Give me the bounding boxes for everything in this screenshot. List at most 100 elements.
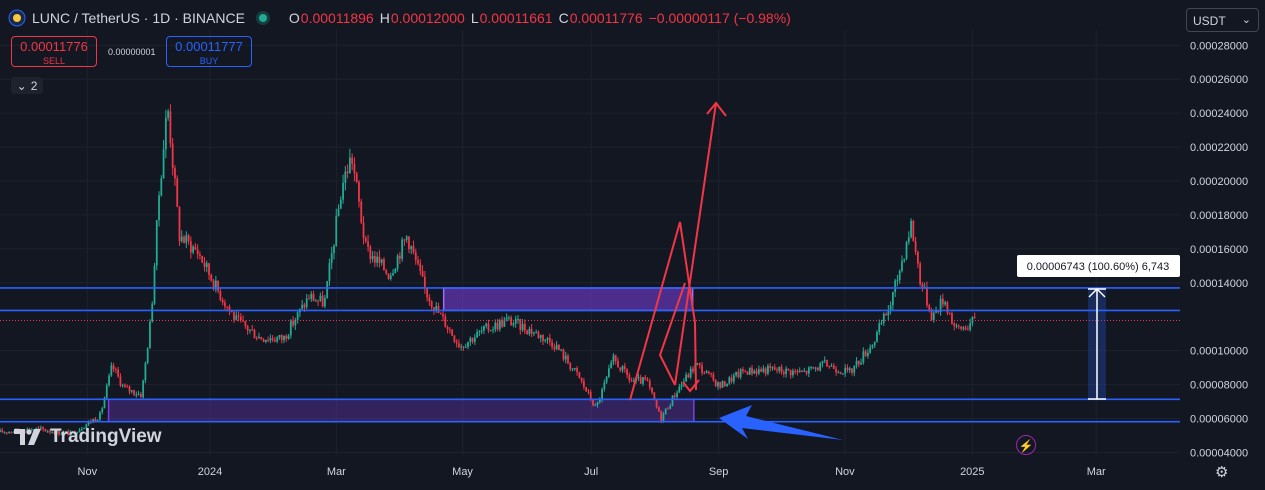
candle-body	[319, 295, 322, 301]
candle-body	[755, 370, 758, 374]
candle-body	[771, 367, 774, 369]
candle-body	[657, 407, 660, 412]
candle-body	[303, 304, 306, 308]
candle-body	[551, 341, 553, 348]
candle-body	[203, 262, 206, 268]
candle-body	[642, 377, 644, 384]
candle-body	[569, 363, 572, 370]
candle-body	[139, 393, 142, 398]
candle-body	[626, 368, 628, 375]
candle-body	[435, 306, 438, 311]
candle-body	[901, 260, 903, 271]
candle-body	[144, 362, 147, 381]
price-axis-bg	[1180, 0, 1265, 490]
candle-body	[444, 316, 447, 328]
candle-body	[380, 259, 383, 263]
candle-body	[939, 298, 942, 312]
candle-body	[0, 430, 1, 433]
zigzag-line[interactable]	[658, 282, 686, 386]
candle-body	[887, 310, 890, 316]
candle-body	[648, 380, 651, 388]
candle-body	[878, 323, 881, 333]
sell-label: SELL	[42, 56, 66, 66]
candle-body	[726, 383, 728, 387]
candle-body	[317, 300, 319, 302]
candle-body	[894, 280, 897, 292]
candle-body	[501, 320, 504, 327]
candle-body	[405, 236, 408, 240]
bearish-projection-line[interactable]	[629, 221, 697, 401]
candle-body	[798, 370, 801, 373]
candle-body	[294, 320, 297, 326]
chevron-down-icon: ⌄	[16, 78, 27, 93]
candle-body	[930, 309, 933, 321]
candle-body	[249, 329, 251, 331]
y-tick-label: 0.00016000	[1190, 244, 1248, 256]
candle-body	[276, 337, 279, 342]
candle-body	[369, 246, 372, 260]
candle-body	[492, 329, 494, 331]
demand-zone[interactable]	[107, 398, 695, 423]
candle-body	[548, 337, 551, 342]
lightning-icon[interactable]: ⚡	[1016, 435, 1036, 455]
candle-body	[953, 323, 956, 326]
candle-body	[512, 323, 515, 326]
candle-body	[189, 240, 192, 253]
bullish-projection-line[interactable]	[674, 102, 717, 386]
price-range-measure[interactable]: 0.00006743 (100.60%) 6,743	[1017, 255, 1180, 400]
price-axis[interactable]: 0.00028000 0.00026000 0.00024000 0.00022000…	[1180, 0, 1265, 490]
x-tick-label: Mar	[327, 466, 346, 478]
candle-body	[819, 363, 822, 371]
candle-body	[414, 252, 417, 261]
candle-body	[439, 312, 442, 314]
tradingview-logo-icon	[14, 429, 41, 445]
indicators-toggle[interactable]: ⌄ 2	[11, 77, 43, 94]
buy-label: BUY	[199, 56, 219, 66]
candle-body	[728, 377, 731, 384]
currency-selector[interactable]: USDT ⌄	[1186, 8, 1259, 32]
candle-body	[35, 427, 38, 430]
candle-body	[69, 431, 72, 436]
candle-body	[837, 372, 840, 374]
candle-body	[876, 332, 878, 342]
candle-body	[280, 335, 283, 341]
y-tick-label: 0.00028000	[1190, 40, 1248, 52]
gear-icon[interactable]: ⚙	[1215, 464, 1229, 481]
candle-body	[803, 370, 806, 372]
candle-body	[844, 367, 847, 374]
candle-body	[1, 430, 4, 433]
candle-body	[792, 370, 794, 376]
candle-body	[796, 370, 799, 373]
candle-body	[673, 395, 676, 398]
candle-body	[717, 382, 719, 387]
candle-body	[523, 323, 526, 331]
candle-body	[326, 281, 329, 299]
candle-body	[610, 362, 613, 369]
y-tick-label: 0.00008000	[1190, 380, 1248, 392]
candle-body	[564, 355, 567, 360]
trend-drawings[interactable]	[629, 101, 843, 440]
buy-button[interactable]: 0.00011777 BUY	[166, 36, 252, 67]
candle-body	[101, 408, 104, 413]
low-label: L	[470, 10, 479, 26]
sell-button[interactable]: 0.00011776 SELL	[11, 36, 97, 67]
candle-body	[478, 331, 481, 333]
candle-body	[226, 306, 229, 308]
candle-body	[510, 317, 513, 326]
time-axis[interactable]: Nov 2024 Mar May Jul Sep Nov 2025 Mar	[78, 466, 1106, 478]
candle-body	[667, 408, 669, 410]
y-tick-label: 0.00006000	[1190, 414, 1248, 426]
symbol-title[interactable]: LUNC / TetherUS · 1D · BINANCE	[32, 10, 245, 26]
candle-body	[519, 319, 522, 331]
candle-body	[323, 298, 326, 307]
candle-body	[769, 365, 772, 368]
pointer-arrow-icon[interactable]	[719, 405, 843, 440]
candle-body	[898, 270, 901, 281]
candle-body	[30, 429, 33, 431]
candle-body	[174, 168, 176, 179]
candle-body	[314, 300, 317, 302]
candle-body	[376, 256, 379, 263]
candlesticks	[0, 104, 976, 438]
candle-body	[237, 315, 240, 317]
